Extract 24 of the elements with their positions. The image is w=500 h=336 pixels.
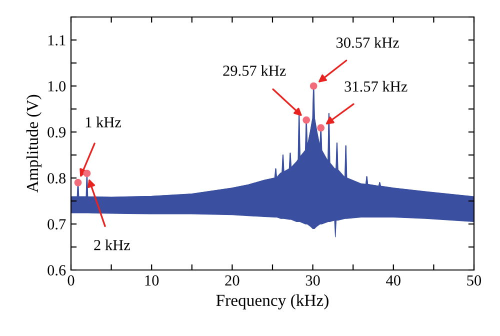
point — [302, 116, 310, 124]
annotation: 31.57 kHz — [344, 80, 408, 92]
x-axis-title: Frequency (kHz) — [216, 294, 328, 310]
annotation: 29.57 kHz — [223, 65, 286, 76]
y-tick-label: 1.1 — [48, 35, 66, 46]
x-tick-label: 0 — [68, 275, 74, 286]
annotation: 1 kHz — [86, 116, 122, 128]
annotation: 30.57 kHz — [336, 37, 400, 48]
y-axis-title: Amplitude (V) — [26, 94, 42, 193]
y-tick-label: 0.7 — [48, 219, 66, 230]
y-tick-label: 1.0 — [48, 81, 66, 92]
point — [74, 178, 82, 186]
x-tick-label: 30 — [306, 275, 320, 286]
y-tick-label: 0.9 — [48, 127, 66, 138]
x-tick-label: 10 — [145, 275, 159, 286]
point — [83, 170, 91, 178]
y-tick-label: 0.6 — [48, 265, 66, 276]
x-tick-label: 50 — [467, 275, 482, 286]
point — [317, 124, 325, 132]
x-tick-label: 20 — [225, 275, 240, 286]
annotation: 2 kHz — [94, 239, 130, 250]
y-tick-label: 0.8 — [48, 173, 66, 184]
x-tick-label: 40 — [386, 275, 400, 286]
point — [310, 82, 318, 90]
